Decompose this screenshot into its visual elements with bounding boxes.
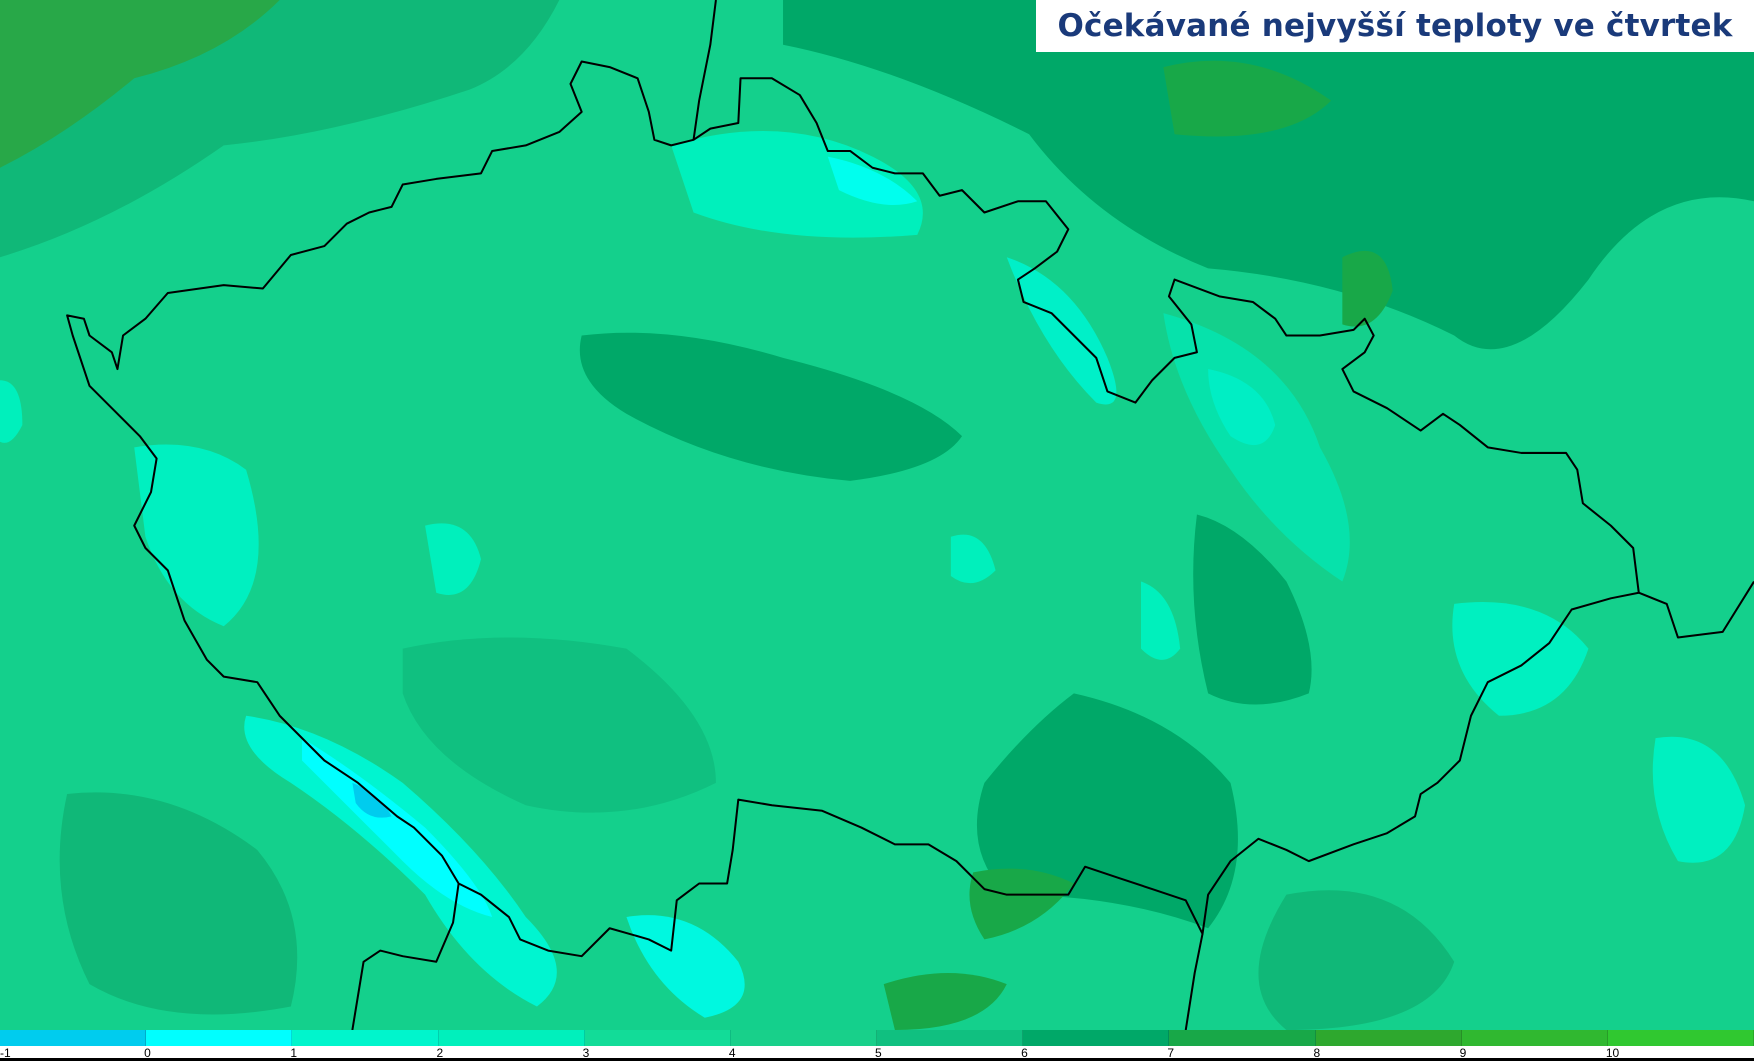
borders xyxy=(66,0,1754,1030)
legend-color-bar xyxy=(0,1030,1754,1046)
germany-poland-border xyxy=(692,0,717,140)
legend-tick-label: 0 xyxy=(144,1046,151,1060)
legend-tick-label: 6 xyxy=(1021,1046,1028,1060)
title-box: Očekávané nejvyšší teploty ve čtvrtek xyxy=(1036,0,1754,52)
legend-swatch xyxy=(438,1030,585,1046)
legend-tick-label: 2 xyxy=(436,1046,444,1060)
legend-swatch xyxy=(0,1030,147,1046)
austria-germany-border xyxy=(351,883,460,1030)
legend-swatch xyxy=(1607,1030,1754,1046)
temperature-map xyxy=(0,0,1754,1030)
slovakia-poland-border xyxy=(1638,581,1754,639)
legend-tick-label: 10 xyxy=(1605,1046,1620,1060)
legend-tick-label: -1 xyxy=(0,1046,11,1060)
legend-swatch xyxy=(292,1030,439,1046)
color-legend: -1 0 1 2 3 4 5 6 7 8 9 10 xyxy=(0,1030,1754,1061)
map-title: Očekávané nejvyšší teploty ve čtvrtek xyxy=(1057,8,1733,44)
legend-tick-label: 8 xyxy=(1313,1046,1321,1060)
legend-tick-label: 4 xyxy=(728,1046,736,1060)
legend-swatch xyxy=(146,1030,293,1046)
legend-swatch xyxy=(1315,1030,1462,1046)
legend-swatch xyxy=(584,1030,731,1046)
legend-tick-label: 9 xyxy=(1459,1046,1467,1060)
temperature-contours xyxy=(0,0,1754,1030)
legend-swatch xyxy=(1461,1030,1608,1046)
legend-tick-label: 5 xyxy=(875,1046,882,1060)
legend-swatch xyxy=(1023,1030,1170,1046)
legend-tick-label: 1 xyxy=(290,1046,298,1060)
austria-slovakia-border xyxy=(1184,933,1204,1030)
legend-tick-label: 3 xyxy=(582,1046,590,1060)
czech-border xyxy=(66,60,1640,958)
legend-swatch xyxy=(1169,1030,1316,1046)
legend-swatch xyxy=(877,1030,1024,1046)
legend-tick-label: 7 xyxy=(1167,1046,1175,1060)
legend-swatch xyxy=(730,1030,878,1046)
